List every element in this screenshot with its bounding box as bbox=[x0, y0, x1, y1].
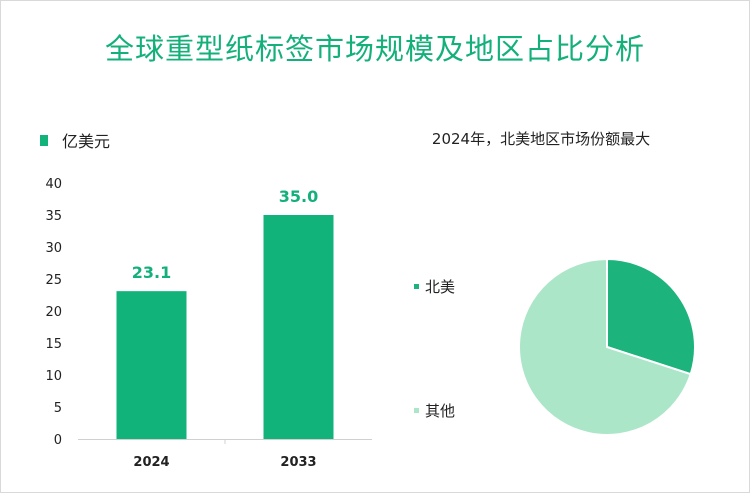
y-tick-label: 30 bbox=[45, 241, 62, 256]
y-tick-label: 40 bbox=[45, 177, 62, 192]
y-tick-label: 25 bbox=[45, 273, 62, 288]
bar-data-label: 35.0 bbox=[279, 187, 318, 206]
x-tick-label: 2033 bbox=[280, 455, 316, 470]
unit-legend-swatch bbox=[40, 134, 48, 146]
pie-slice bbox=[606, 257, 696, 376]
y-tick-label: 5 bbox=[54, 401, 62, 416]
y-tick-label: 0 bbox=[54, 433, 62, 448]
y-tick-label: 35 bbox=[45, 209, 62, 224]
pie-legend-swatch-other bbox=[414, 408, 419, 413]
pie-legend-swatch-north-america bbox=[414, 284, 419, 289]
x-tick-label: 2024 bbox=[133, 455, 169, 470]
y-tick-label: 15 bbox=[45, 337, 62, 352]
pie-slice bbox=[518, 257, 692, 436]
bar bbox=[116, 291, 187, 439]
pie-chart-title: 2024年，北美地区市场份额最大 bbox=[431, 130, 651, 148]
pie-legend-item-north-america: 北美 bbox=[414, 276, 455, 297]
pie-legend-label-other: 其他 bbox=[425, 402, 456, 420]
unit-legend: 亿美元 bbox=[40, 128, 110, 152]
y-tick-label: 20 bbox=[45, 305, 62, 320]
pie-legend-item-other: 其他 bbox=[414, 400, 455, 421]
bar bbox=[263, 215, 334, 439]
unit-legend-label: 亿美元 bbox=[62, 132, 111, 151]
pie-legend-label-north-america: 北美 bbox=[425, 278, 456, 296]
y-tick-label: 10 bbox=[45, 369, 62, 384]
chart-title: 全球重型纸标签市场规模及地区占比分析 bbox=[104, 32, 645, 66]
bar-data-label: 23.1 bbox=[132, 263, 171, 282]
